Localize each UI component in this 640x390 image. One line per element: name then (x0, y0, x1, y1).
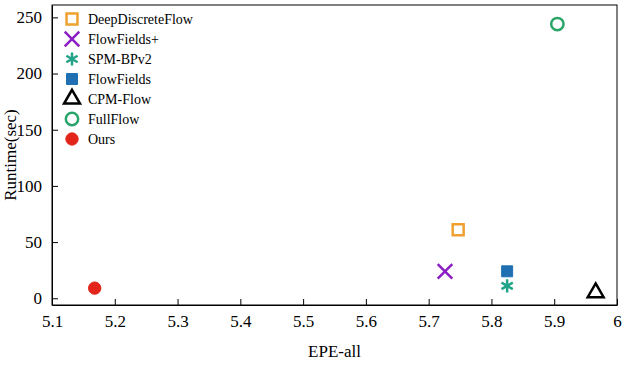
y-tick: 50 (25, 233, 58, 252)
y-tick-label: 250 (17, 8, 43, 27)
y-tick: 250 (17, 8, 59, 27)
x-tick: 5.3 (167, 299, 188, 331)
x-tick: 5.5 (293, 299, 314, 331)
point (588, 283, 604, 297)
x-tick-label: 5.1 (42, 312, 63, 331)
legend-label: SPM-BPv2 (88, 52, 152, 67)
x-tick: 5.6 (356, 299, 377, 331)
x-tick: 5.4 (230, 299, 252, 331)
y-tick-label: 100 (17, 177, 43, 196)
y-axis-line (52, 6, 53, 306)
x-axis: 5.1 5.2 5.3 5.4 5.5 5.6 5.7 5.8 5.9 6 (42, 299, 622, 331)
x-tick-mark (429, 299, 430, 305)
y-tick-label: 150 (17, 121, 43, 140)
y-tick-label: 0 (34, 289, 43, 308)
x-tick-label: 5.2 (105, 312, 126, 331)
x-tick: 5.2 (105, 299, 126, 331)
y-tick: 200 (17, 64, 59, 83)
x-tick-label: 5.7 (419, 312, 441, 331)
legend-label: CPM-Flow (88, 92, 152, 107)
x-tick-mark (303, 299, 304, 305)
y-tick: 150 (17, 121, 59, 140)
x-tick-mark (491, 299, 492, 305)
y-tick-mark (52, 298, 58, 299)
y-axis: 0 50 100 150 200 250 (17, 6, 59, 309)
point (89, 282, 101, 294)
y-tick: 0 (34, 289, 59, 308)
points (89, 18, 604, 297)
x-axis-title: EPE-all (308, 342, 361, 361)
legend-marker (66, 113, 78, 125)
y-tick-mark (52, 186, 58, 187)
plot: 5.1 5.2 5.3 5.4 5.5 5.6 5.7 5.8 5.9 6 0 50 100 150 200… (17, 5, 622, 331)
x-tick-mark (178, 299, 179, 305)
legend-item: FlowFields (67, 72, 151, 87)
y-tick-label: 50 (25, 233, 42, 252)
chart: 5.1 5.2 5.3 5.4 5.5 5.6 5.7 5.8 5.9 6 0 50 100 150 200… (0, 0, 640, 390)
legend-label: FullFlow (88, 112, 140, 127)
x-tick-mark (240, 299, 241, 305)
y-tick-mark (52, 242, 58, 243)
point (438, 264, 453, 279)
legend-item: FullFlow (66, 112, 140, 127)
legend-item: Ours (66, 132, 115, 147)
x-tick-mark (366, 299, 367, 305)
legend-marker (67, 14, 78, 25)
x-tick-mark (617, 299, 618, 305)
legend-label: DeepDiscreteFlow (88, 12, 194, 27)
y-tick-mark (52, 130, 58, 131)
legend-item: FlowFields+ (65, 32, 159, 47)
point (551, 18, 563, 30)
y-tick: 100 (17, 177, 59, 196)
x-tick-label: 5.9 (544, 312, 565, 331)
legend-marker (65, 32, 80, 47)
legend-label: Ours (88, 132, 115, 147)
x-tick: 5.8 (481, 299, 502, 331)
x-tick-mark (115, 299, 116, 305)
y-tick-label: 200 (17, 64, 43, 83)
legend-item: SPM-BPv2 (66, 52, 151, 67)
x-tick: 5.9 (544, 299, 565, 331)
legend-marker (67, 74, 78, 85)
x-tick: 5.7 (419, 299, 441, 331)
point (501, 279, 512, 292)
x-tick-label: 6 (613, 312, 622, 331)
legend-marker (66, 52, 77, 65)
x-tick-mark (554, 299, 555, 305)
x-tick-label: 5.4 (230, 312, 252, 331)
point (453, 224, 464, 235)
x-axis-line (53, 305, 618, 306)
legend-label: FlowFields (88, 72, 151, 87)
plot-frame (52, 5, 617, 305)
legend-marker (66, 133, 78, 145)
y-axis-title: Runtime(sec) (1, 109, 20, 201)
legend-item: CPM-Flow (64, 90, 152, 107)
x-tick-label: 5.6 (356, 312, 377, 331)
point (502, 266, 513, 277)
legend-item: DeepDiscreteFlow (67, 12, 194, 27)
legend: DeepDiscreteFlow FlowFields+ SPM-BPv2 FlowF… (64, 12, 194, 147)
y-tick-mark (52, 17, 58, 18)
legend-label: FlowFields+ (88, 32, 159, 47)
x-tick-label: 5.3 (167, 312, 188, 331)
x-tick-label: 5.5 (293, 312, 314, 331)
legend-marker (64, 90, 80, 104)
x-tick: 6 (613, 299, 622, 331)
y-tick-mark (52, 74, 58, 75)
x-tick-label: 5.8 (481, 312, 502, 331)
